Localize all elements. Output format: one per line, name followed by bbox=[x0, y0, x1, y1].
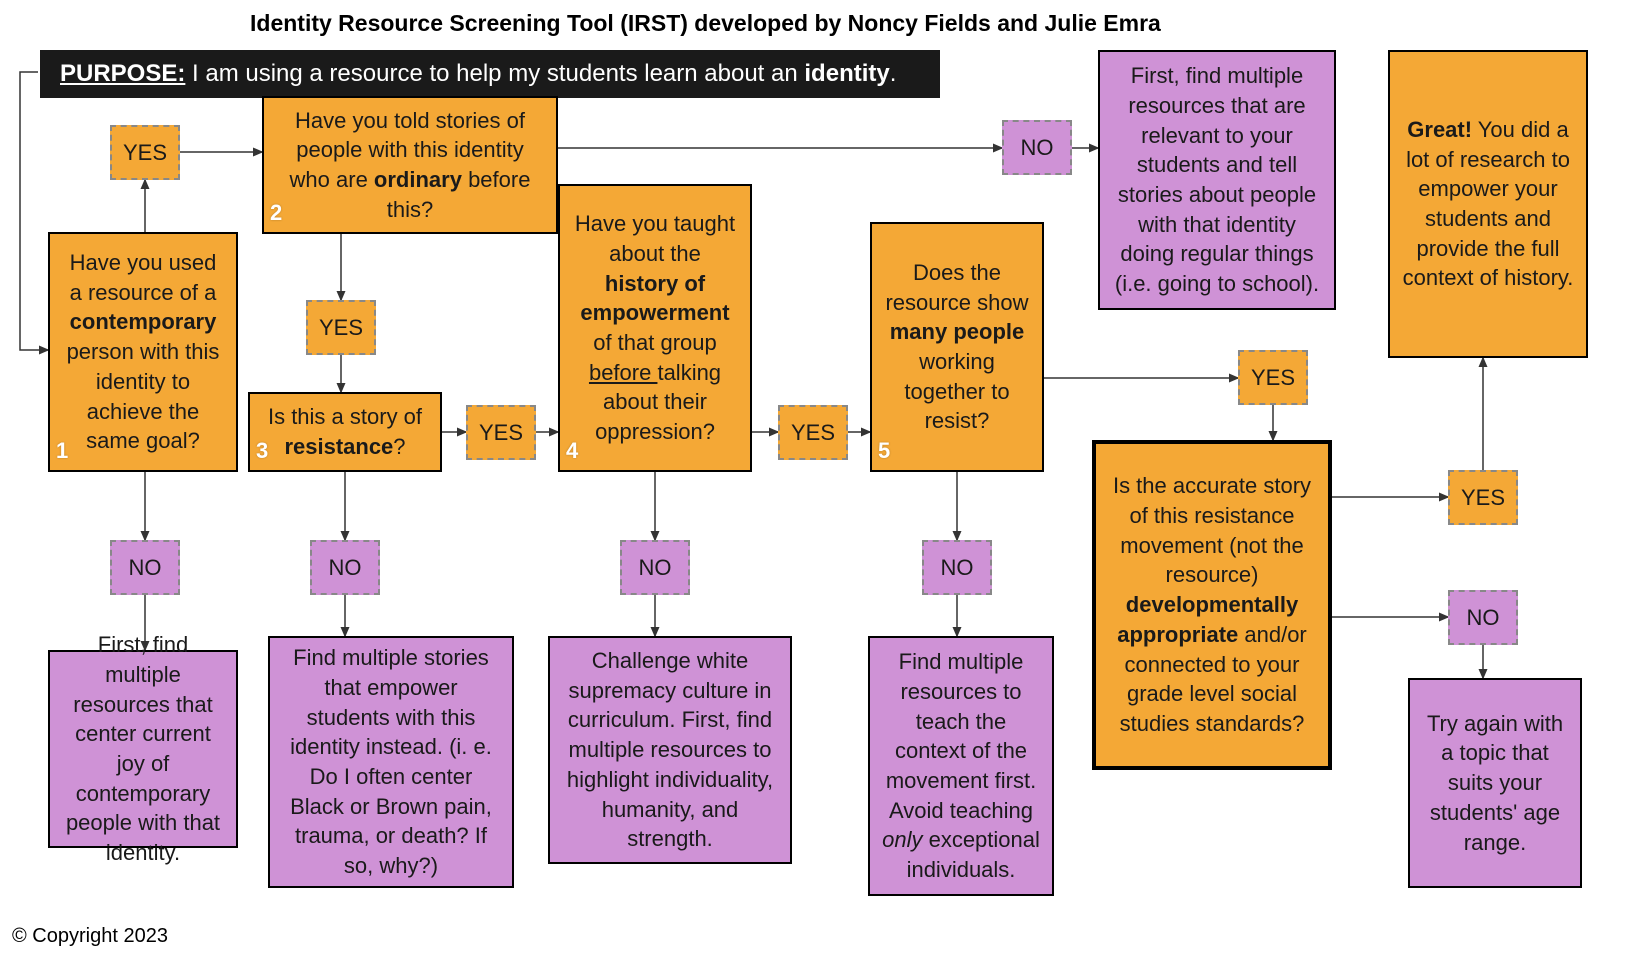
node-r5: Find multiple resources to teach the con… bbox=[868, 636, 1054, 896]
node-q4: Have you taught about the history of emp… bbox=[558, 184, 752, 472]
purpose-body: I am using a resource to help my student… bbox=[185, 60, 804, 87]
copyright-text: © Copyright 2023 bbox=[12, 925, 168, 948]
node-q2: Have you told stories of people with thi… bbox=[262, 96, 558, 234]
node-r7: Try again with a topic that suits your s… bbox=[1408, 678, 1582, 888]
node-number: 2 bbox=[270, 198, 282, 228]
node-r3: Find multiple stories that empower stude… bbox=[268, 636, 514, 888]
node-yes5: YES bbox=[1238, 350, 1308, 405]
node-yes4: YES bbox=[778, 405, 848, 460]
node-q3: Is this a story of resistance?3 bbox=[248, 392, 442, 472]
node-yes1: YES bbox=[110, 125, 180, 180]
node-number: 1 bbox=[56, 436, 68, 466]
node-no4: NO bbox=[620, 540, 690, 595]
node-number: 5 bbox=[878, 436, 890, 466]
purpose-suffix: . bbox=[890, 60, 897, 87]
node-yes6: YES bbox=[1448, 470, 1518, 525]
node-no2: NO bbox=[1002, 120, 1072, 175]
node-q1: Have you used a resource of a contempora… bbox=[48, 232, 238, 472]
arrow bbox=[20, 72, 48, 350]
node-r2: First, find multiple resources that are … bbox=[1098, 50, 1336, 310]
node-yes3: YES bbox=[466, 405, 536, 460]
node-no3: NO bbox=[310, 540, 380, 595]
page-title: Identity Resource Screening Tool (IRST) … bbox=[250, 10, 1161, 37]
purpose-bar: PURPOSE: I am using a resource to help m… bbox=[40, 50, 940, 98]
node-q5: Does the resource show many people worki… bbox=[870, 222, 1044, 472]
node-no1: NO bbox=[110, 540, 180, 595]
node-r4: Challenge white supremacy culture in cur… bbox=[548, 636, 792, 864]
node-yes2: YES bbox=[306, 300, 376, 355]
node-number: 4 bbox=[566, 436, 578, 466]
node-r1: First, find multiple resources that cent… bbox=[48, 650, 238, 848]
node-q6: Is the accurate story of this resistance… bbox=[1092, 440, 1332, 770]
flowchart-canvas: Identity Resource Screening Tool (IRST) … bbox=[0, 0, 1632, 960]
purpose-bold: identity bbox=[804, 60, 889, 87]
purpose-label: PURPOSE: bbox=[60, 60, 185, 87]
node-r6: Great! You did a lot of research to empo… bbox=[1388, 50, 1588, 358]
node-no5: NO bbox=[922, 540, 992, 595]
node-no6: NO bbox=[1448, 590, 1518, 645]
node-number: 3 bbox=[256, 436, 268, 466]
